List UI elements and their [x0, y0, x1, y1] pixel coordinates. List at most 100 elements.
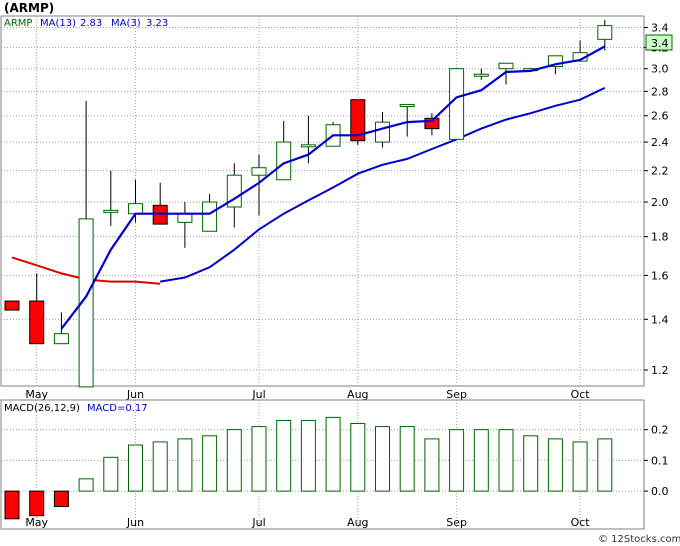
macd-axis-ticks: 0.2 0.1 0.0 — [644, 424, 669, 498]
candle-body — [202, 201, 218, 232]
candle-body — [424, 117, 440, 130]
macd-x-axis-label: Oct — [571, 516, 591, 529]
candle-body — [103, 209, 119, 213]
legend-ma3-value: 3.23 — [146, 18, 168, 29]
macd-bar — [523, 435, 539, 492]
macd-x-axis-label: May — [25, 516, 48, 529]
candle — [276, 120, 292, 181]
candle-body — [78, 218, 94, 388]
candle — [103, 170, 119, 226]
price-tick-label: 2.0 — [651, 196, 669, 209]
candle-body — [300, 144, 316, 148]
x-axis-label: Aug — [347, 388, 368, 401]
candle — [78, 100, 94, 388]
price-panel-frame — [0, 15, 645, 387]
ma13-line-segment — [160, 86, 606, 283]
macd-bar — [53, 490, 69, 507]
macd-tick-label: 0.0 — [651, 485, 669, 498]
macd-bar — [325, 416, 341, 492]
x-axis-label: Sep — [446, 388, 467, 401]
macd-x-axis-label: Aug — [347, 516, 368, 529]
price-tick-label: 2.4 — [651, 136, 669, 149]
price-tick-label: 2.6 — [651, 110, 669, 123]
macd-bar — [78, 478, 94, 492]
macd-bar — [226, 429, 242, 492]
macd-bar — [424, 438, 440, 492]
candle-body — [449, 68, 465, 140]
candle-body — [547, 55, 563, 68]
legend-ma13-label: MA(13) — [40, 18, 76, 29]
candle-body — [128, 203, 143, 215]
price-tick-label: 1.2 — [651, 364, 669, 377]
candle — [424, 113, 440, 136]
last-price-tag-box — [645, 34, 673, 51]
macd-x-axis-label: Jun — [126, 516, 144, 529]
price-panel: 1.21.41.61.82.02.22.42.62.83.03.23.4 ARM… — [0, 15, 673, 388]
macd-x-axis-label: Sep — [446, 516, 467, 529]
macd-legend-value: MACD=0.17 — [87, 403, 148, 414]
candle-body — [597, 25, 613, 40]
macd-panel: 0.2 0.1 0.0 MACD(26,12,9) MACD=0.17 — [0, 399, 669, 530]
candle — [399, 104, 415, 137]
candle — [597, 19, 613, 51]
macd-bar — [473, 429, 489, 492]
macd-bar — [202, 435, 218, 492]
candle — [29, 273, 45, 345]
macd-x-axis-labels: May Jun Jul Aug Sep Oct — [25, 516, 590, 529]
x-axis-label: Jul — [251, 388, 265, 401]
macd-gridlines — [1, 400, 644, 529]
x-axis-label: Jun — [126, 388, 144, 401]
candle — [325, 122, 341, 147]
candle-body — [350, 99, 366, 142]
macd-bar — [597, 438, 613, 492]
candle-body — [399, 104, 415, 108]
macd-legend-label: MACD(26,12,9) — [4, 403, 80, 414]
macd-bar — [498, 429, 514, 492]
candle — [251, 154, 267, 216]
macd-tick-label: 0.2 — [651, 424, 669, 437]
candle-body — [375, 121, 390, 143]
macd-bars — [4, 416, 613, 520]
macd-bar — [103, 456, 119, 492]
candle-body — [177, 213, 193, 223]
price-gridlines — [1, 16, 644, 386]
candle — [498, 62, 514, 85]
macd-tick-label: 0.1 — [651, 454, 669, 467]
price-tick-label: 2.8 — [651, 85, 669, 98]
macd-bar — [350, 423, 366, 492]
candle — [449, 68, 465, 140]
candle-body — [29, 300, 45, 345]
candle — [4, 300, 20, 311]
macd-bar — [276, 419, 292, 492]
macd-bar — [4, 490, 20, 520]
macd-bar — [177, 438, 193, 492]
macd-panel-frame — [0, 399, 645, 530]
candle-body — [498, 62, 514, 70]
macd-bar — [300, 419, 316, 492]
price-x-axis-labels: May Jun Jul Aug Sep Oct — [25, 388, 590, 401]
price-tick-label: 1.6 — [651, 269, 669, 282]
macd-bar — [572, 441, 588, 492]
legend-ma13-value: 2.83 — [80, 18, 102, 29]
price-axis-ticks: 1.21.41.61.82.02.22.42.62.83.03.23.4 — [644, 22, 669, 377]
macd-bar — [449, 429, 465, 492]
legend-ticker: ARMP — [4, 18, 32, 29]
macd-bar — [29, 490, 45, 517]
price-tick-label: 1.4 — [651, 313, 669, 326]
price-tick-label: 3.0 — [651, 63, 669, 76]
candle — [226, 163, 242, 228]
candle-body — [53, 333, 69, 345]
candle — [473, 68, 489, 80]
candle-body — [4, 300, 20, 311]
x-axis-label: Oct — [571, 388, 591, 401]
price-tick-label: 3.4 — [651, 22, 669, 35]
last-price-tag-value: 3.4 — [651, 37, 669, 50]
macd-bar — [547, 438, 563, 492]
macd-x-axis-label: Jul — [251, 516, 265, 529]
macd-bar — [375, 426, 390, 492]
candle-body — [226, 174, 242, 208]
macd-bar — [128, 444, 143, 492]
chart-title: (ARMP) — [4, 1, 54, 15]
watermark: © 12Stocks.com — [598, 534, 680, 545]
